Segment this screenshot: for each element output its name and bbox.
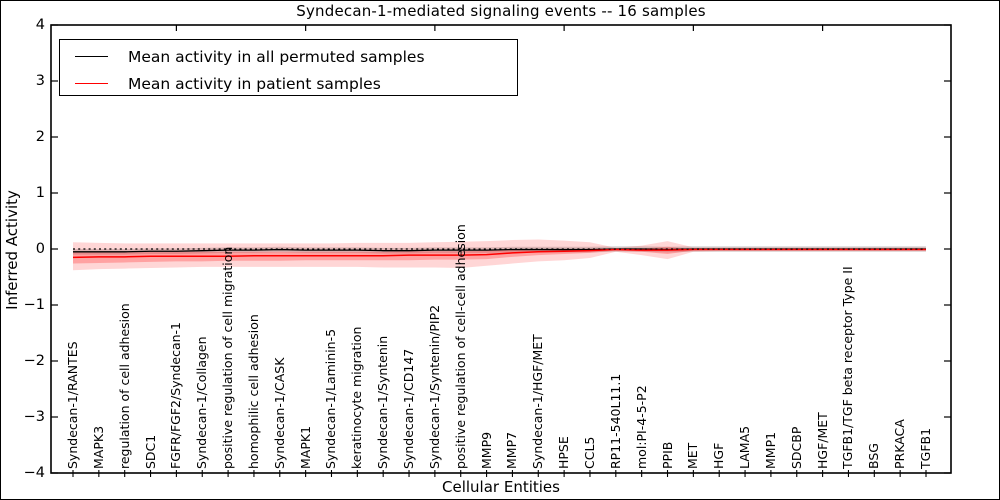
y-tick-label: 1 [35, 185, 45, 201]
x-tick-label: CCL5 [581, 436, 597, 469]
x-tick-label: BSG [866, 443, 882, 469]
x-tick-label: Syndecan-1/Syntenin/PIP2 [426, 304, 442, 469]
y-tick-label: 3 [35, 73, 45, 89]
x-tick-label: Syndecan-1/Collagen [194, 336, 210, 469]
y-tick-label: 0 [35, 241, 45, 257]
y-tick-label: −4 [23, 465, 45, 481]
legend-label-patient: Mean activity in patient samples [128, 74, 381, 93]
legend-line-permuted-icon [75, 56, 108, 57]
x-tick-label: Syndecan-1/CASK [271, 357, 287, 469]
x-tick-label: TGFB1 [918, 427, 933, 469]
x-tick-label: PPIB [659, 441, 675, 469]
x-tick-label: PRKACA [892, 419, 908, 469]
x-axis-label: Cellular Entities [442, 478, 560, 496]
x-tick-label: HGF [711, 442, 727, 469]
x-tick-label: SDCBP [788, 426, 804, 469]
x-tick-label: Syndecan-1/CD147 [401, 348, 417, 469]
x-tick-label: MAPK1 [297, 425, 313, 469]
legend-item-permuted: Mean activity in all permuted samples [60, 43, 425, 70]
x-tick-label: Syndecan-1/HGF/MET [530, 334, 546, 469]
x-tick-label: MMP7 [504, 431, 520, 469]
x-tick-label: keratinocyte migration [349, 326, 365, 469]
x-tick-label: SDC1 [142, 434, 158, 469]
legend-label-permuted: Mean activity in all permuted samples [128, 47, 425, 66]
y-tick-label: 4 [35, 17, 45, 33]
x-tick-label: MET [685, 442, 701, 469]
x-tick-label: RP11-540L11.1 [607, 373, 623, 469]
x-tick-label: positive regulation of cell-cell adhesio… [452, 224, 468, 469]
x-tick-label: Syndecan-1/Syntenin [375, 335, 391, 469]
x-tick-label: MMP1 [762, 431, 778, 469]
x-tick-label: regulation of cell adhesion [116, 303, 132, 469]
series-line [72, 248, 926, 259]
y-tick-label: −3 [23, 409, 45, 425]
y-tick-label: −2 [23, 353, 45, 369]
x-tick-label: Syndecan-1/RANTES [65, 341, 80, 469]
legend-item-patient: Mean activity in patient samples [60, 70, 381, 97]
x-tick-label: positive regulation of cell migration [220, 246, 236, 469]
chart-title: Syndecan-1-mediated signaling events -- … [296, 2, 706, 20]
x-tick-label: MMP9 [478, 431, 494, 469]
confidence-band [73, 239, 926, 271]
x-tick-label: FGFR/FGF2/Syndecan-1 [168, 322, 184, 469]
x-tick-label: mol:PI-4-5-P2 [633, 385, 649, 469]
x-tick-label: TGFB1/TGF beta receptor Type II [840, 266, 856, 469]
x-tick-label: HGF/MET [814, 412, 830, 469]
x-tick-label: Syndecan-1/Laminin-5 [323, 328, 339, 469]
legend-line-patient-icon [75, 83, 108, 84]
x-tick-label: homophilic cell adhesion [245, 314, 261, 469]
x-tick-label: LAMA5 [737, 425, 753, 469]
y-tick-label: −1 [23, 297, 45, 313]
y-tick-label: 2 [35, 129, 45, 145]
confidence-band [73, 246, 926, 264]
x-tick-label: MAPK3 [90, 425, 106, 469]
x-tick-label: HPSE [556, 436, 572, 469]
legend: Mean activity in all permuted samples Me… [59, 39, 518, 96]
